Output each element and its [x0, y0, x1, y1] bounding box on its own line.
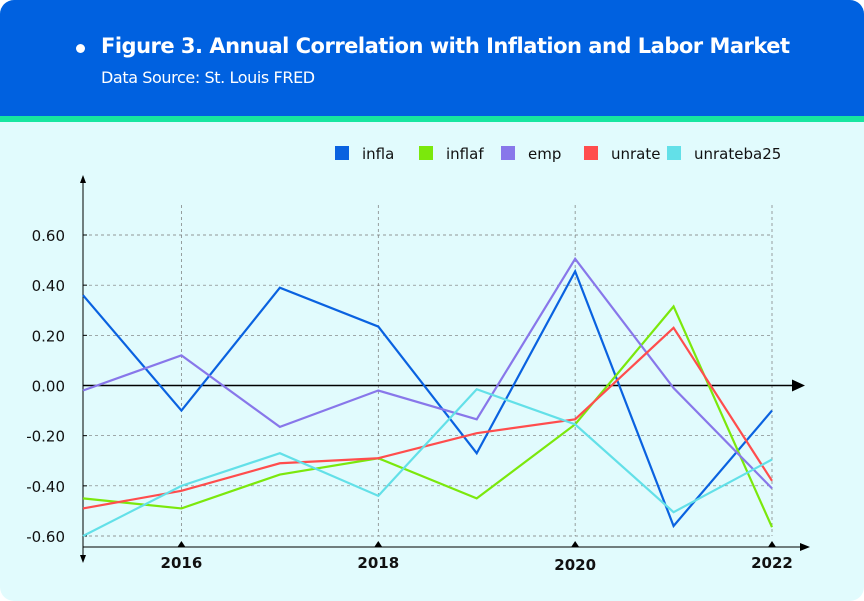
chart-title: Figure 3. Annual Correlation with Inflat… [101, 34, 790, 58]
x-tick-label: 2018 [357, 554, 399, 572]
series-line-infla [82, 268, 773, 529]
legend-swatch-emp [501, 146, 515, 160]
x-tick-label: 2020 [554, 556, 596, 574]
x-tick-marker [571, 541, 580, 547]
series-line-emp [82, 256, 773, 490]
y-tick-label: 0.20 [32, 327, 65, 345]
chart-subtitle: Data Source: St. Louis FRED [101, 68, 315, 87]
x-tick-marker [177, 541, 186, 547]
x-tick-marker [768, 541, 776, 547]
header-banner: Figure 3. Annual Correlation with Inflat… [0, 0, 864, 116]
legend-swatch-unrate [584, 146, 598, 160]
y-tick-label: -0.60 [26, 528, 65, 546]
y-tick-label: -0.20 [26, 428, 65, 446]
accent-stripe [0, 116, 864, 122]
y-axis-arrow-bottom [80, 555, 86, 563]
legend-swatch-inflaf [419, 146, 433, 160]
y-tick-label: -0.40 [26, 478, 65, 496]
series-line-unrateba25 [82, 387, 773, 537]
legend-label-infla: infla [362, 145, 394, 163]
x-tick-marker [374, 541, 383, 547]
zero-axis-arrow [792, 379, 805, 392]
legend-label-emp: emp [528, 145, 561, 163]
y-tick-label: 0.60 [32, 227, 65, 245]
y-axis-arrow [80, 175, 86, 183]
legend-swatch-infla [335, 146, 349, 160]
legend-label-unrateba25: unrateba25 [694, 145, 781, 163]
x-tick-label: 2016 [161, 554, 203, 572]
x-tick-label: 2022 [751, 554, 793, 572]
y-tick-label: 0.00 [32, 378, 65, 396]
x-axis-arrow [800, 543, 810, 551]
bullet-icon [76, 44, 85, 53]
legend-label-unrate: unrate [611, 145, 660, 163]
series-line-unrate [82, 326, 773, 510]
series-line-inflaf [82, 304, 774, 528]
legend-label-inflaf: inflaf [446, 145, 484, 163]
y-tick-label: 0.40 [32, 277, 65, 295]
legend-swatch-unrateba25 [667, 146, 681, 160]
